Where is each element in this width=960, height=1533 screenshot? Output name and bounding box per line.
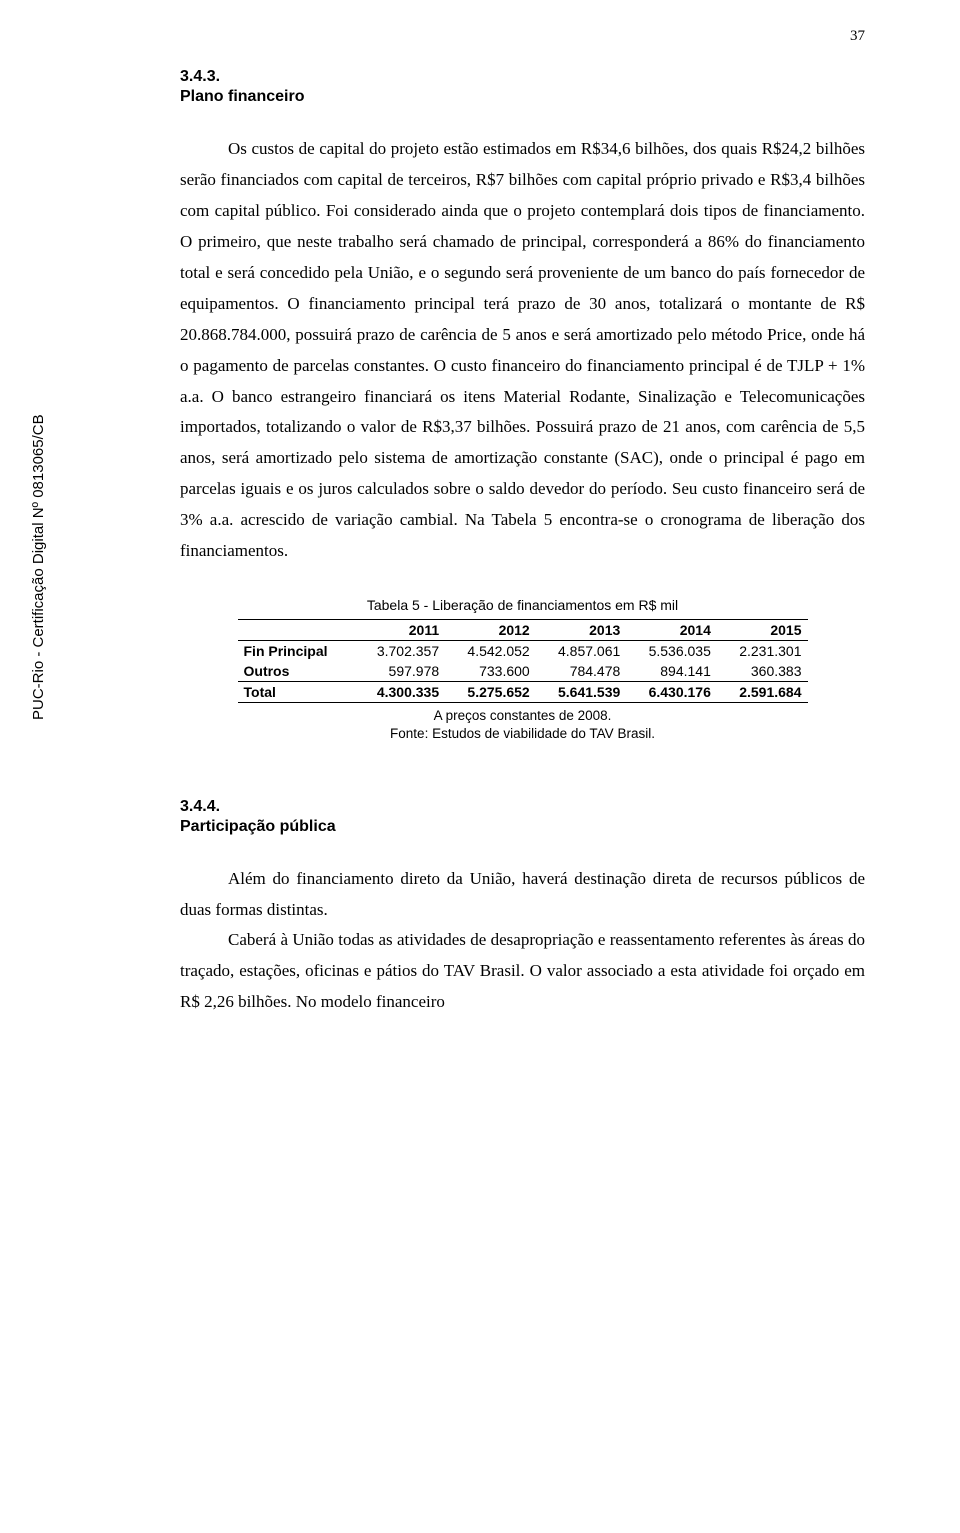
table5-row-outros: Outros 597.978 733.600 784.478 894.141 3… — [238, 661, 808, 682]
table5-cell: 5.536.035 — [626, 641, 717, 662]
section-title-participacao-publica: Participação pública — [180, 818, 865, 836]
section-title-plano-financeiro: Plano financeiro — [180, 88, 865, 106]
table5-cell: Fin Principal — [238, 641, 355, 662]
table5-cell: 894.141 — [626, 661, 717, 682]
table5-footnote-line2: Fonte: Estudos de viabilidade do TAV Bra… — [390, 726, 655, 741]
table5-cell: 5.641.539 — [536, 682, 627, 703]
table5-cell: 4.857.061 — [536, 641, 627, 662]
table5-cell: 2.591.684 — [717, 682, 808, 703]
table5-container: Tabela 5 - Liberação de financiamentos e… — [238, 597, 808, 743]
table5-col-2012: 2012 — [445, 620, 536, 641]
table5-row-total: Total 4.300.335 5.275.652 5.641.539 6.43… — [238, 682, 808, 703]
table5-cell: 5.275.652 — [445, 682, 536, 703]
table5-cell: Total — [238, 682, 355, 703]
table5: 2011 2012 2013 2014 2015 Fin Principal 3… — [238, 619, 808, 703]
table5-header-row: 2011 2012 2013 2014 2015 — [238, 620, 808, 641]
table5-cell: 6.430.176 — [626, 682, 717, 703]
table5-cell: 784.478 — [536, 661, 627, 682]
table5-cell: 4.542.052 — [445, 641, 536, 662]
table5-cell: 360.383 — [717, 661, 808, 682]
table5-col-2013: 2013 — [536, 620, 627, 641]
table5-row-fin-principal: Fin Principal 3.702.357 4.542.052 4.857.… — [238, 641, 808, 662]
table5-cell: 733.600 — [445, 661, 536, 682]
table5-col-2011: 2011 — [355, 620, 446, 641]
table5-footnote: A preços constantes de 2008. Fonte: Estu… — [238, 707, 808, 743]
section2-p2: Caberá à União todas as atividades de de… — [180, 925, 865, 1018]
section2-p1: Além do financiamento direto da União, h… — [180, 864, 865, 926]
table5-col-2015: 2015 — [717, 620, 808, 641]
table5-footnote-line1: A preços constantes de 2008. — [434, 708, 612, 723]
section1-body: Os custos de capital do projeto estão es… — [180, 134, 865, 567]
section-number-344: 3.4.4. — [180, 798, 865, 816]
page-container: 37 PUC-Rio - Certificação Digital Nº 081… — [0, 0, 960, 1058]
table5-cell: 3.702.357 — [355, 641, 446, 662]
table5-cell: 2.231.301 — [717, 641, 808, 662]
table5-col-2014: 2014 — [626, 620, 717, 641]
table5-header-blank — [238, 620, 355, 641]
table5-cell: Outros — [238, 661, 355, 682]
certification-sidebar: PUC-Rio - Certificação Digital Nº 081306… — [30, 414, 47, 720]
table5-cell: 597.978 — [355, 661, 446, 682]
page-number: 37 — [850, 28, 865, 45]
table5-cell: 4.300.335 — [355, 682, 446, 703]
table5-caption: Tabela 5 - Liberação de financiamentos e… — [238, 597, 808, 613]
section-number-343: 3.4.3. — [180, 68, 865, 86]
